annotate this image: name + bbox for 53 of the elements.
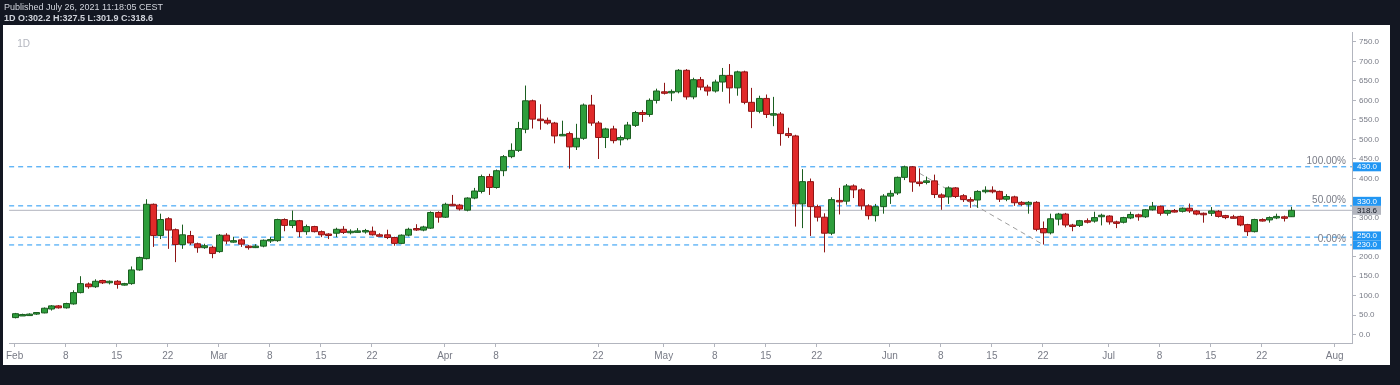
y-tick-label: 450.0: [1359, 154, 1380, 164]
y-tick-label: 300.0: [1359, 212, 1380, 222]
y-tick-label: 600.0: [1359, 95, 1380, 105]
ref-line-label: 250.0: [1357, 231, 1378, 241]
text: 1D O:302.2 H:327.5 L:301.9 C:318.6: [4, 13, 155, 24]
x-tick-label: 8: [711, 349, 718, 361]
annotation: 50.00%: [1312, 193, 1347, 205]
x-tick-label: 22: [811, 349, 823, 361]
y-tick-label: 750.0: [1359, 36, 1380, 46]
annotation: 0.00%: [1317, 232, 1347, 244]
x-tick-label: Jun: [881, 349, 898, 361]
ref-line-label: 318.6: [1357, 205, 1378, 215]
y-tick-label: 500.0: [1359, 134, 1380, 144]
y-tick-label: 550.0: [1359, 115, 1380, 125]
x-tick-label: Feb: [6, 349, 24, 361]
candlestick: [602, 127, 609, 149]
x-tick-label: 15: [315, 349, 327, 361]
x-tick-label: Mar: [210, 349, 229, 361]
x-tick-label: 22: [1256, 349, 1268, 361]
x-tick-label: 8: [62, 349, 69, 361]
annotation: 100.00%: [1306, 154, 1347, 166]
candlestick: [843, 183, 850, 206]
x-tick-label: 8: [493, 349, 500, 361]
y-tick-label: 100.0: [1359, 290, 1380, 300]
x-tick-label: 8: [267, 349, 274, 361]
x-tick-label: 22: [366, 349, 378, 361]
y-tick-label: 400.0: [1359, 173, 1380, 183]
ref-line-label: 330.0: [1357, 196, 1378, 206]
x-tick-label: Jul: [1102, 349, 1115, 361]
text: Published July 26, 2021 11:18:05 CEST: [4, 2, 163, 13]
candlestick: [770, 96, 777, 127]
candlestick: [486, 173, 493, 196]
x-tick-label: 8: [1156, 349, 1163, 361]
x-tick-label: Apr: [437, 349, 454, 361]
y-tick-label: 150.0: [1359, 271, 1380, 281]
x-tick-label: 8: [938, 349, 945, 361]
x-tick-label: 15: [986, 349, 998, 361]
x-tick-label: 15: [760, 349, 772, 361]
text: 1D: [17, 37, 30, 49]
x-tick-label: 22: [1037, 349, 1049, 361]
x-tick-label: 15: [111, 349, 123, 361]
y-tick-label: 650.0: [1359, 76, 1380, 86]
x-tick-label: Aug: [1325, 349, 1344, 361]
x-tick-label: May: [654, 349, 674, 361]
y-tick-label: 700.0: [1359, 56, 1380, 66]
y-tick-label: 0.0: [1359, 330, 1371, 339]
ref-line-label: 230.0: [1357, 240, 1378, 250]
ref-line-label: 430.0: [1357, 162, 1378, 172]
y-tick-label: 50.0: [1359, 310, 1376, 320]
x-tick-label: 15: [1205, 349, 1217, 361]
x-tick-label: 22: [592, 349, 605, 361]
x-tick-label: 22: [162, 349, 174, 361]
y-tick-label: 200.0: [1359, 251, 1380, 261]
